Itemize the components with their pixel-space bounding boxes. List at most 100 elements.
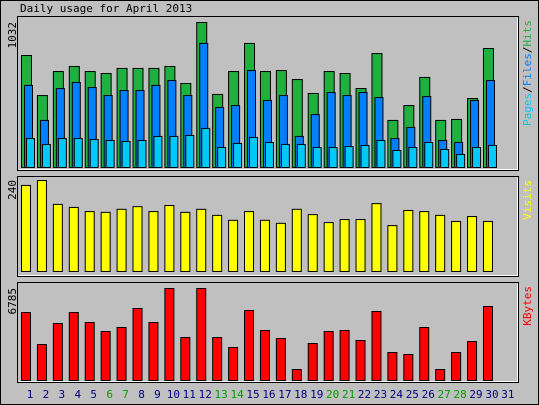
bar [100,211,111,273]
x-tick-label: 6 [106,388,113,401]
bar [387,225,398,272]
panel-highlight [18,17,518,170]
x-tick-label: 20 [326,388,339,401]
x-tick-label: 10 [167,388,180,401]
legend: Visits [521,180,534,220]
bar [467,341,478,381]
bar [180,211,191,273]
bar [137,140,147,168]
bar [233,142,243,168]
bar [376,140,386,168]
legend-separator: / [521,86,534,93]
y-tick-label: 240 [6,180,19,200]
bar [360,144,370,168]
legend-entry: Files [521,53,534,86]
x-tick-label: 2 [43,388,50,401]
bar [482,305,493,382]
bar [244,310,255,381]
bar [185,134,195,169]
bar [21,184,31,272]
bar [132,308,143,381]
bar [196,288,207,381]
bar [105,140,115,168]
x-tick-label: 11 [183,388,196,401]
legend-entry: Visits [521,180,534,220]
x-tick-label: 18 [294,388,307,401]
bar [244,211,255,272]
x-tick-label: 3 [59,388,66,401]
bar [275,338,286,381]
bar [249,136,259,169]
bar [403,209,414,272]
bar [424,141,434,168]
panel-highlight [18,283,518,382]
bar [36,180,47,272]
y-tick-label: 1032 [6,22,19,49]
x-tick-label: 1 [27,388,34,401]
bar [275,222,286,273]
x-tick-label: 5 [90,388,97,401]
bar [148,211,159,272]
bar [451,220,462,272]
legend-entry: Pages [521,93,534,126]
bar [116,208,127,272]
bar [116,326,127,382]
x-tick-label: 30 [485,388,498,401]
bar [307,214,318,272]
bar [487,144,497,168]
x-tick-label: 15 [246,388,259,401]
bar [52,203,63,272]
bar [392,149,402,168]
bar [472,147,482,168]
bar [121,141,131,169]
x-tick-label: 8 [138,388,145,401]
legend: KBytes [521,286,534,326]
bar [371,310,382,381]
bar [84,211,95,272]
x-tick-label: 23 [374,388,387,401]
bar [132,206,143,273]
bar [153,135,163,168]
bar [323,330,334,382]
bar [164,288,175,381]
bar [323,222,334,272]
bar [164,205,175,272]
x-tick-label: 27 [438,388,451,401]
x-tick-label: 4 [74,388,81,401]
bar [57,138,67,168]
legend-separator: / [521,47,534,54]
bar [456,153,466,168]
bar [201,127,211,169]
bar [419,211,430,272]
bar [68,312,79,381]
bar [169,135,179,168]
bar [419,326,430,382]
x-tick-label: 31 [501,388,514,401]
bar [73,138,83,168]
bar [196,208,207,272]
bar [217,147,227,168]
bar [435,369,446,381]
bar [68,206,79,273]
x-tick-label: 21 [342,388,355,401]
x-tick-label: 25 [406,388,419,401]
bar [291,369,302,381]
x-tick-label: 19 [310,388,323,401]
bar [26,138,35,168]
bar [328,147,338,168]
bar [264,141,274,168]
bar [228,346,239,382]
bar [467,216,478,272]
bar [355,340,366,381]
x-tick-label: 26 [422,388,435,401]
x-tick-label: 16 [262,388,275,401]
x-tick-label: 14 [230,388,244,401]
bar [280,143,290,169]
bar [84,322,95,381]
bar [408,147,418,168]
bar [259,329,270,382]
bar [355,219,366,273]
x-tick-label: 22 [358,388,371,401]
bar [291,208,302,272]
